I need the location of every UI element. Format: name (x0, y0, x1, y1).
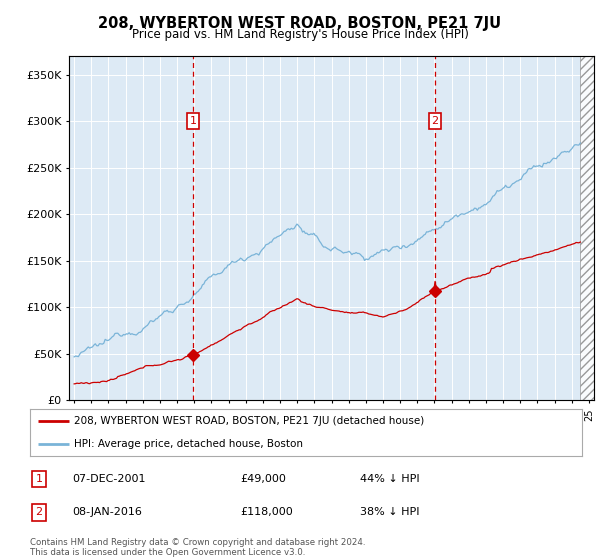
Bar (580, 56, 600, 400)
Text: Contains HM Land Registry data © Crown copyright and database right 2024.
This d: Contains HM Land Registry data © Crown c… (30, 538, 365, 557)
Text: 44% ↓ HPI: 44% ↓ HPI (360, 474, 419, 484)
Text: 07-DEC-2001: 07-DEC-2001 (72, 474, 146, 484)
Text: HPI: Average price, detached house, Boston: HPI: Average price, detached house, Bost… (74, 439, 303, 449)
Text: 08-JAN-2016: 08-JAN-2016 (72, 507, 142, 517)
Text: 2: 2 (431, 116, 439, 126)
Text: 208, WYBERTON WEST ROAD, BOSTON, PE21 7JU (detached house): 208, WYBERTON WEST ROAD, BOSTON, PE21 7J… (74, 416, 424, 426)
Text: 208, WYBERTON WEST ROAD, BOSTON, PE21 7JU: 208, WYBERTON WEST ROAD, BOSTON, PE21 7J… (98, 16, 502, 31)
Text: Price paid vs. HM Land Registry's House Price Index (HPI): Price paid vs. HM Land Registry's House … (131, 28, 469, 41)
Text: 2: 2 (35, 507, 43, 517)
Text: 38% ↓ HPI: 38% ↓ HPI (360, 507, 419, 517)
Text: £49,000: £49,000 (240, 474, 286, 484)
Text: 1: 1 (190, 116, 196, 126)
Text: 1: 1 (35, 474, 43, 484)
Text: £118,000: £118,000 (240, 507, 293, 517)
